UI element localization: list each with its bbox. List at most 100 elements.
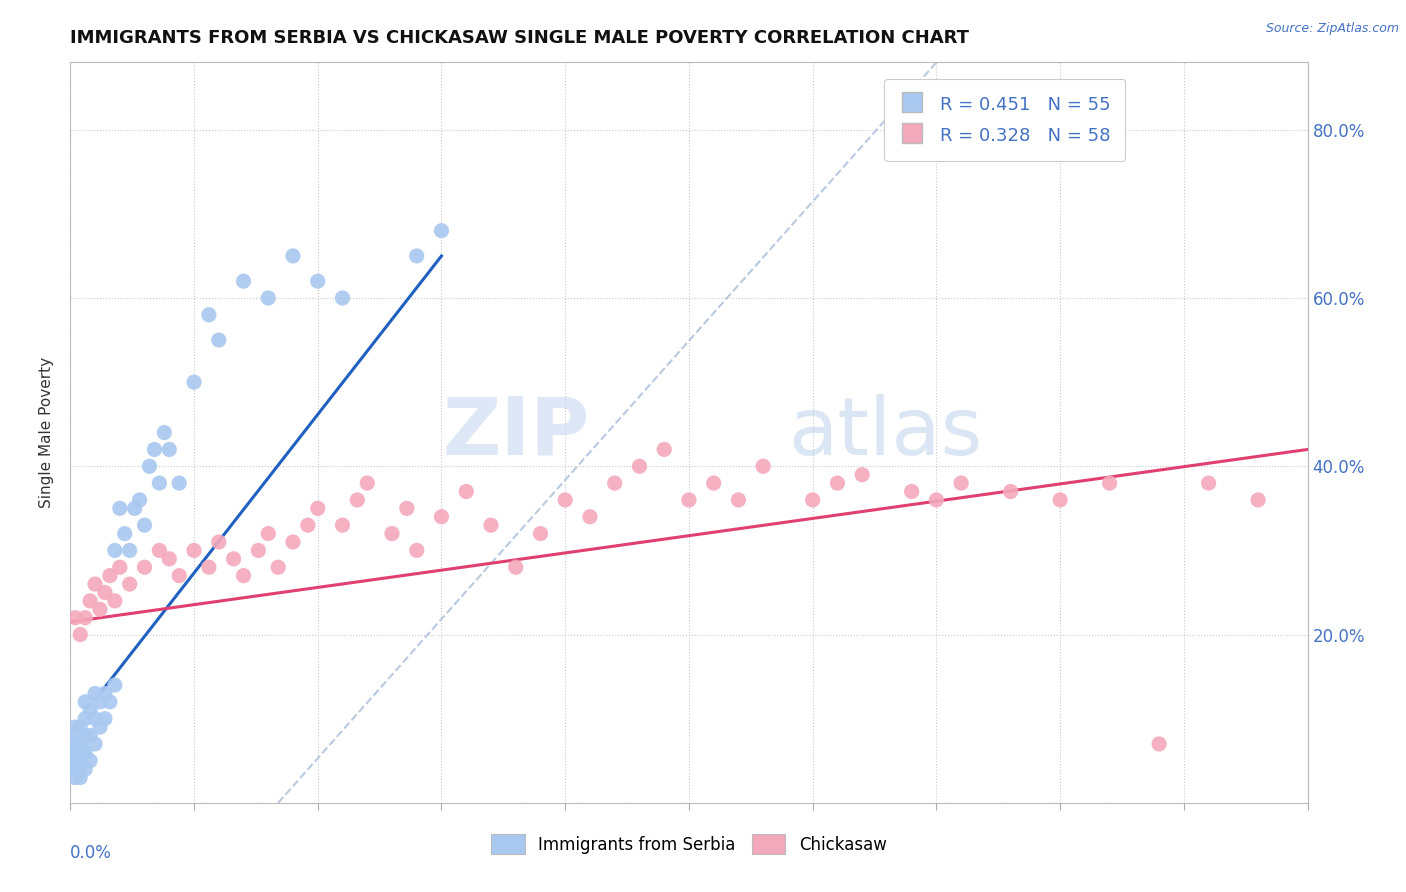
Point [703,476,725,491]
Point [124,501,146,516]
Point [281,249,304,263]
Point [89,720,111,734]
Point [395,501,418,516]
Point [143,442,166,457]
Point [1247,492,1270,507]
Point [148,543,170,558]
Point [167,568,190,582]
Point [198,560,221,574]
Point [65,737,87,751]
Point [128,492,150,507]
Point [208,535,231,549]
Point [430,509,453,524]
Point [104,594,127,608]
Text: Source: ZipAtlas.com: Source: ZipAtlas.com [1265,22,1399,36]
Point [208,333,231,347]
Point [579,509,602,524]
Point [62,729,84,743]
Point [63,754,86,768]
Point [104,678,127,692]
Point [62,762,84,776]
Point [69,771,91,785]
Point [89,695,111,709]
Point [900,484,922,499]
Point [1000,484,1022,499]
Text: IMMIGRANTS FROM SERBIA VS CHICKASAW SINGLE MALE POVERTY CORRELATION CHART: IMMIGRANTS FROM SERBIA VS CHICKASAW SING… [70,29,969,47]
Point [297,518,319,533]
Point [257,526,280,541]
Point [405,249,427,263]
Point [157,551,180,566]
Point [307,501,329,516]
Point [430,224,453,238]
Point [69,627,91,641]
Point [167,476,190,491]
Point [69,737,91,751]
Point [118,577,141,591]
Point [827,476,849,491]
Point [1098,476,1121,491]
Point [281,535,304,549]
Point [505,560,527,574]
Point [456,484,478,499]
Point [79,729,101,743]
Point [479,518,502,533]
Point [75,712,97,726]
Point [89,602,111,616]
Point [405,543,427,558]
Point [69,720,91,734]
Point [84,712,107,726]
Point [183,543,205,558]
Point [98,695,121,709]
Point [346,492,368,507]
Point [65,720,87,734]
Point [222,551,245,566]
Point [84,737,107,751]
Point [65,610,87,624]
Point [69,754,91,768]
Point [950,476,973,491]
Point [603,476,626,491]
Point [727,492,749,507]
Point [108,501,131,516]
Legend: Immigrants from Serbia, Chickasaw: Immigrants from Serbia, Chickasaw [485,828,893,861]
Point [134,518,156,533]
Point [75,745,97,759]
Y-axis label: Single Male Poverty: Single Male Poverty [39,357,55,508]
Text: atlas: atlas [787,393,983,472]
Point [65,745,87,759]
Point [114,526,136,541]
Point [232,274,254,288]
Point [94,712,117,726]
Point [134,560,156,574]
Point [257,291,280,305]
Point [628,459,651,474]
Point [75,729,97,743]
Point [198,308,221,322]
Point [94,686,117,700]
Point [332,518,354,533]
Point [72,745,94,759]
Point [554,492,576,507]
Point [66,762,89,776]
Point [232,568,254,582]
Point [75,762,97,776]
Point [752,459,775,474]
Point [267,560,290,574]
Point [529,526,551,541]
Point [65,771,87,785]
Point [104,543,127,558]
Point [678,492,700,507]
Point [108,560,131,574]
Point [75,695,97,709]
Point [1049,492,1071,507]
Point [79,594,101,608]
Point [153,425,176,440]
Point [84,686,107,700]
Point [157,442,180,457]
Point [98,568,121,582]
Point [118,543,141,558]
Point [148,476,170,491]
Text: 0.0%: 0.0% [70,844,112,862]
Point [65,754,87,768]
